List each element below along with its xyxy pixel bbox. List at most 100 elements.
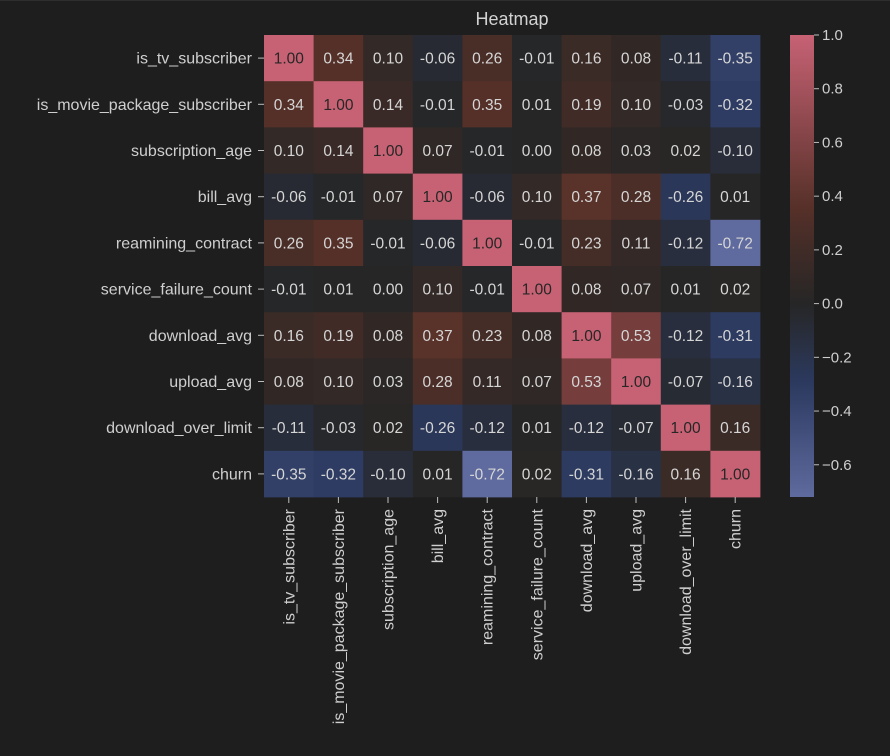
chart-title: Heatmap	[475, 9, 548, 29]
cell-value-label: -0.01	[271, 282, 306, 299]
cell-value-label: 0.03	[373, 374, 403, 391]
heatmap-cell	[264, 173, 314, 221]
heatmap-cell	[611, 358, 662, 405]
heatmap-cell	[313, 312, 364, 359]
heatmap-cell	[412, 450, 463, 498]
heatmap-cell	[660, 173, 711, 221]
cell-value-label: -0.06	[420, 51, 455, 68]
cell-value-label: 0.01	[423, 466, 453, 483]
heatmap-cell	[512, 219, 562, 267]
cell-value-label: -0.01	[470, 143, 505, 160]
cell-value-label: 0.28	[423, 374, 453, 391]
heatmap-cell	[462, 173, 513, 221]
heatmap-cell	[462, 266, 513, 313]
cell-value-label: -0.11	[272, 420, 306, 437]
colorbar-tick-label: −0.4	[822, 403, 852, 420]
cell-value-label: -0.16	[718, 374, 753, 391]
heatmap-cell	[462, 35, 513, 82]
cell-value-label: 0.00	[373, 282, 404, 299]
heatmap-cell	[561, 219, 612, 267]
heatmap-cell	[264, 358, 314, 405]
heatmap-cell	[561, 173, 612, 221]
heatmap-cell	[313, 127, 364, 174]
heatmap-cell	[611, 173, 662, 221]
cell-value-label: 0.10	[423, 282, 454, 299]
heatmap-cell	[660, 127, 711, 174]
cell-value-label: 0.07	[373, 189, 403, 206]
heatmap-cell	[512, 358, 562, 405]
cell-value-label: 1.00	[323, 97, 354, 114]
x-tick-label: reamining_contract	[480, 508, 497, 645]
colorbar-tick-label: 1.0	[822, 27, 843, 44]
heatmap-cell	[412, 127, 463, 174]
y-tick-label: download_over_limit	[106, 420, 252, 437]
colorbar-tick-label: 0.6	[822, 134, 843, 151]
heatmap-cell	[710, 450, 761, 498]
cell-value-label: 0.19	[323, 328, 353, 345]
heatmap-cell	[462, 219, 513, 267]
cell-value-label: 0.14	[323, 143, 354, 160]
colorbar-tick-label: 0.0	[822, 296, 843, 313]
heatmap-cell	[710, 81, 761, 128]
heatmap-cell	[264, 266, 314, 313]
cell-value-label: 0.10	[323, 374, 354, 391]
x-tick-label: churn	[728, 509, 745, 549]
heatmap-cell	[313, 35, 364, 82]
heatmap-cell	[412, 219, 463, 267]
heatmap-cell	[363, 312, 414, 359]
colorbar: 1.0 0.8 0.6 0.4 0.2 0.0 −0.2 −0.4 −0.6	[790, 27, 852, 497]
heatmap-cell	[660, 312, 711, 359]
heatmap-cell	[412, 35, 463, 82]
heatmap-cell	[512, 173, 562, 221]
heatmap-cell	[313, 404, 364, 452]
cell-value-label: -0.10	[370, 466, 406, 483]
cell-value-label: -0.35	[718, 51, 753, 68]
heatmap-cell	[710, 219, 761, 267]
cell-value-label: -0.06	[470, 189, 505, 206]
heatmap-cell	[561, 358, 612, 405]
cell-value-label: 0.16	[720, 420, 750, 437]
cell-value-label: 0.11	[621, 235, 650, 252]
cell-value-label: -0.03	[668, 97, 703, 114]
y-tick-label: is_movie_package_subscriber	[37, 97, 253, 114]
cell-value-label: 1.00	[571, 328, 602, 345]
x-tick-label: is_tv_subscriber	[281, 508, 298, 624]
heatmap-cell	[512, 81, 562, 128]
heatmap-cell	[313, 81, 364, 128]
colorbar-gradient	[790, 35, 814, 497]
heatmap-cell	[363, 81, 414, 128]
x-tick-label: subscription_age	[381, 509, 398, 630]
cell-value-label: -0.12	[470, 420, 505, 437]
cell-value-label: 1.00	[671, 420, 702, 437]
cell-value-label: 0.08	[571, 282, 601, 299]
cell-value-label: 0.10	[621, 97, 652, 114]
cell-value-label: 0.35	[472, 97, 502, 114]
cell-value-label: 0.01	[323, 282, 353, 299]
heatmap-cell	[363, 173, 414, 221]
cell-value-label: 0.02	[671, 143, 701, 160]
y-tick-label: bill_avg	[198, 189, 252, 206]
cell-value-label: -0.26	[420, 420, 455, 437]
cell-value-label: -0.01	[519, 235, 554, 252]
y-tick-label: reamining_contract	[116, 235, 253, 252]
cell-value-label: -0.06	[271, 189, 306, 206]
heatmap-cell	[611, 404, 662, 452]
cell-value-label: 0.11	[473, 374, 502, 391]
cell-value-label: 0.53	[621, 328, 651, 345]
cell-value-label: -0.07	[668, 374, 703, 391]
cell-value-label: 1.00	[423, 189, 454, 206]
heatmap-cell	[710, 266, 761, 313]
colorbar-tick-label: 0.2	[822, 242, 843, 259]
heatmap-cell	[512, 127, 562, 174]
cell-value-label: -0.26	[668, 189, 703, 206]
cell-value-label: 0.02	[522, 466, 552, 483]
cell-value-label: 0.01	[671, 282, 701, 299]
cell-value-label: -0.12	[569, 420, 604, 437]
heatmap-cell	[660, 266, 711, 313]
heatmap-cell	[462, 404, 513, 452]
x-tick-label: is_movie_package_subscriber	[331, 508, 348, 724]
cell-value-label: 0.01	[522, 97, 552, 114]
heatmap-cell	[611, 450, 662, 498]
cell-value-label: 0.19	[571, 97, 601, 114]
heatmap-cell	[561, 450, 612, 498]
